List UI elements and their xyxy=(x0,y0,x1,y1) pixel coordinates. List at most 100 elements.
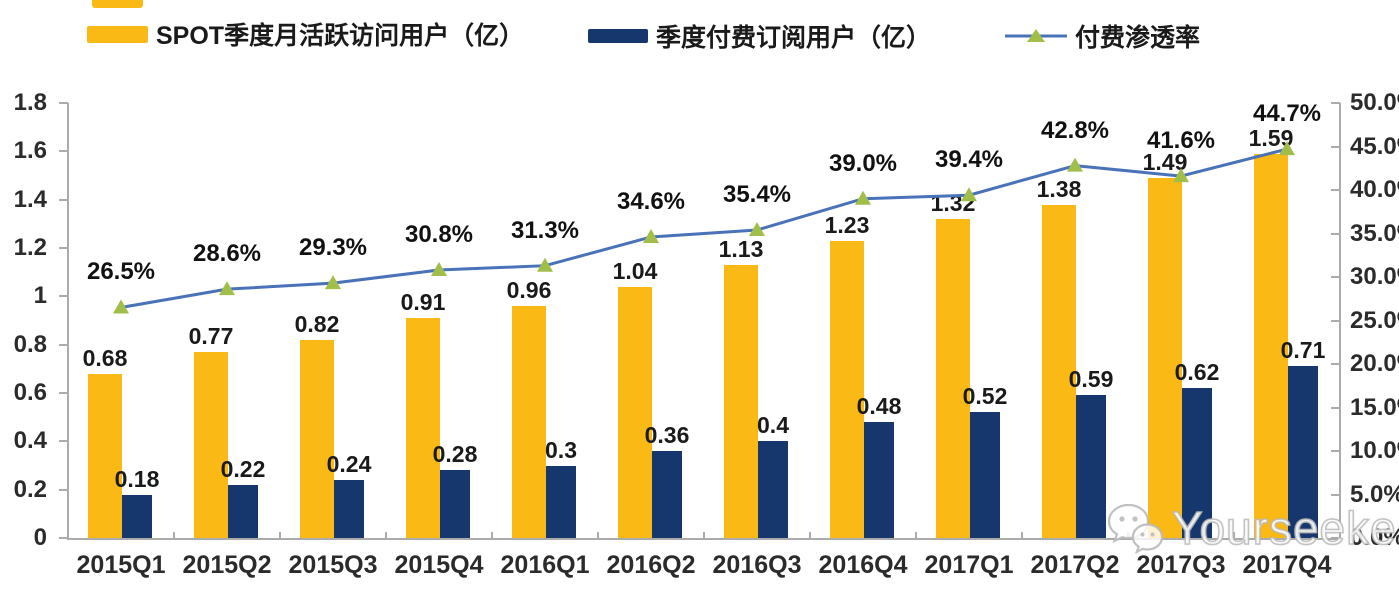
y-right-tick-label: 40.0% xyxy=(1350,176,1399,203)
y-right-tick-mark xyxy=(1331,537,1340,539)
bar-label-subs: 0.4 xyxy=(757,412,789,439)
y-left-tick-label: 1 xyxy=(33,282,47,310)
bar-mau xyxy=(830,240,864,538)
watermark: Yourseeker xyxy=(1104,500,1399,556)
y-right-tick-label: 10.0% xyxy=(1350,437,1399,464)
bar-mau xyxy=(936,219,970,538)
bar-label-subs: 0.28 xyxy=(432,441,478,468)
y-right-tick-mark xyxy=(1331,276,1340,278)
y-left-tick-label: 1.6 xyxy=(13,137,47,165)
y-right-tick-label: 5.0% xyxy=(1350,480,1399,508)
x-tick-mark xyxy=(1339,532,1341,538)
top-edge-artifact xyxy=(92,0,143,8)
x-tick-label: 2017Q2 xyxy=(1030,551,1120,579)
bar-label-mau: 0.77 xyxy=(188,322,234,349)
x-tick-mark xyxy=(915,532,917,538)
y-left-tick-mark xyxy=(59,198,68,201)
x-tick-label: 2017Q4 xyxy=(1242,551,1332,579)
x-tick-label: 2015Q2 xyxy=(182,551,272,579)
bar-label-mau: 0.91 xyxy=(400,289,446,316)
y-right-tick-mark xyxy=(1331,450,1340,452)
y-left-tick-mark xyxy=(59,247,68,249)
bar-mau xyxy=(406,318,440,538)
y-left-tick-label: 0.2 xyxy=(13,475,47,503)
x-tick-label: 2017Q1 xyxy=(924,551,1014,579)
wechat-icon xyxy=(1104,500,1166,556)
legend-swatch-subs-icon xyxy=(588,29,648,43)
y-axis-left xyxy=(67,103,69,538)
bar-subs xyxy=(758,441,788,538)
bar-label-mau: 0.96 xyxy=(506,277,552,303)
x-tick-label: 2016Q3 xyxy=(712,551,802,579)
y-right-tick-mark xyxy=(1331,319,1340,322)
bar-subs xyxy=(864,422,894,538)
penetration-label: 35.4% xyxy=(722,181,792,209)
y-left-tick-mark xyxy=(59,150,68,153)
penetration-label: 42.8% xyxy=(1040,116,1110,144)
x-tick-mark xyxy=(385,532,387,538)
penetration-label: 28.6% xyxy=(192,240,262,268)
y-left-tick-label: 1.8 xyxy=(13,89,47,116)
bar-mau xyxy=(618,286,652,538)
penetration-label: 44.7% xyxy=(1252,100,1322,128)
y-axis-right xyxy=(1339,103,1341,540)
legend-item-subs: 季度付费订阅用户（亿） xyxy=(588,18,931,54)
bar-label-mau: 0.68 xyxy=(82,344,128,371)
legend-line-marker-icon xyxy=(1005,27,1067,45)
bar-label-mau: 1.04 xyxy=(612,257,658,284)
bar-mau xyxy=(194,351,228,538)
x-tick-mark xyxy=(67,532,69,538)
bar-label-subs: 0.52 xyxy=(962,383,1008,410)
x-tick-label: 2015Q1 xyxy=(76,551,166,579)
x-tick-mark xyxy=(597,532,599,538)
y-left-tick-label: 1.4 xyxy=(13,185,47,213)
penetration-label: 34.6% xyxy=(616,187,686,215)
y-left-tick-label: 0.4 xyxy=(13,427,47,455)
x-tick-mark xyxy=(703,532,705,538)
legend-label-penetration: 付费渗透率 xyxy=(1075,24,1201,52)
penetration-label: 29.3% xyxy=(298,234,368,262)
x-tick-mark xyxy=(491,532,493,538)
x-tick-label: 2016Q4 xyxy=(818,551,908,579)
bar-label-subs: 0.18 xyxy=(114,465,160,492)
x-tick-mark xyxy=(173,532,175,538)
y-right-tick-mark xyxy=(1331,493,1340,496)
y-right-tick-mark xyxy=(1331,406,1340,409)
bar-subs xyxy=(122,494,152,538)
y-right-tick-label: 45.0% xyxy=(1350,132,1399,160)
y-right-tick-mark xyxy=(1331,363,1340,365)
x-tick-mark xyxy=(1233,532,1235,538)
bar-subs xyxy=(1076,395,1106,538)
bar-label-mau: 1.38 xyxy=(1036,175,1082,202)
y-left-tick-mark xyxy=(59,488,68,491)
y-left-tick-label: 0.6 xyxy=(13,379,47,406)
penetration-label: 41.6% xyxy=(1146,127,1216,155)
x-tick-mark xyxy=(1021,532,1023,538)
penetration-label: 30.8% xyxy=(404,221,474,249)
y-left-tick-mark xyxy=(59,440,68,443)
legend-label-mau: SPOT季度月活跃访问用户（亿） xyxy=(156,22,525,50)
bar-mau xyxy=(724,264,758,538)
bar-label-subs: 0.36 xyxy=(644,422,690,448)
legend-swatch-mau-icon xyxy=(87,25,148,43)
bar-mau xyxy=(512,306,546,538)
x-axis xyxy=(67,538,1341,540)
bar-label-mau: 1.23 xyxy=(824,211,870,238)
bar-label-subs: 0.62 xyxy=(1174,359,1220,386)
y-right-tick-mark xyxy=(1331,102,1340,104)
bar-subs xyxy=(970,412,1000,538)
y-left-tick-mark xyxy=(59,392,68,394)
legend-item-penetration: 付费渗透率 xyxy=(1005,18,1200,54)
bar-label-subs: 0.71 xyxy=(1280,337,1326,364)
penetration-label: 31.3% xyxy=(510,216,580,244)
y-right-tick-label: 15.0% xyxy=(1350,393,1399,421)
bar-label-subs: 0.3 xyxy=(545,436,577,463)
legend-label-subs: 季度付费订阅用户（亿） xyxy=(656,24,932,52)
y-right-tick-mark xyxy=(1331,189,1340,191)
bar-subs xyxy=(440,470,470,538)
penetration-label: 39.4% xyxy=(934,146,1004,174)
bar-subs xyxy=(334,480,364,538)
y-right-tick-mark xyxy=(1331,232,1340,235)
y-right-tick-label: 25.0% xyxy=(1350,306,1399,334)
